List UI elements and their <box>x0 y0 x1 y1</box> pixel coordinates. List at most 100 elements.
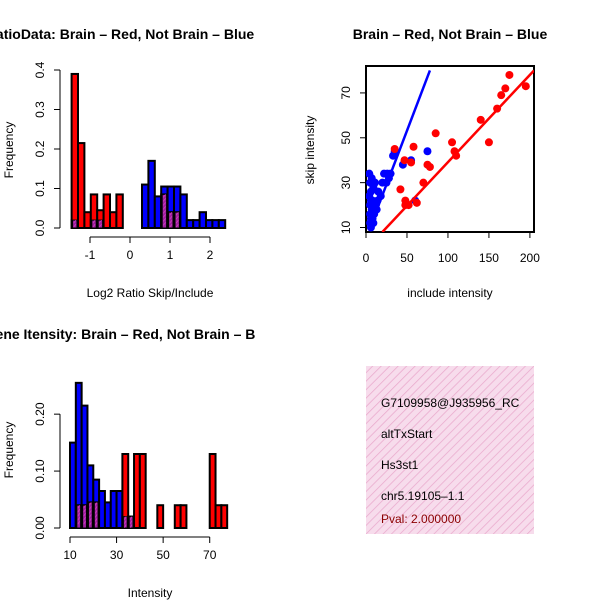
ratio-histogram-title: RatioData: Brain – Red, Not Brain – Blue <box>0 26 254 42</box>
intensity-overlap-hatch <box>129 516 133 520</box>
ratio-overlap-hatch <box>98 223 102 228</box>
ratio-y-tick-label: 0.3 <box>33 101 47 118</box>
intensity-overlap-hatch <box>94 506 98 510</box>
ratio-overlap-hatch <box>92 219 96 224</box>
ratio-bar-overlap <box>161 193 168 229</box>
ratio-overlap-hatch <box>175 211 179 216</box>
fit-line-blue <box>368 70 432 228</box>
intensity-bar-overlap <box>82 504 87 529</box>
scatter-point-red <box>521 82 530 91</box>
intensity-overlap-hatch <box>129 524 133 528</box>
gene-intensity-histogram-panel: Gene Itensity: Brain – Red, Not Brain – … <box>0 326 255 600</box>
scatter-title: Brain – Red, Not Brain – Blue <box>353 26 548 42</box>
scatter-x-tick-label: 100 <box>438 251 458 265</box>
ratio-overlap-hatch <box>169 215 173 220</box>
ratio-overlap-hatch <box>169 211 173 216</box>
ratio-overlap-hatch <box>162 202 166 206</box>
intensity-overlap-hatch <box>77 521 80 525</box>
ratio-overlap-hatch <box>162 222 166 226</box>
ratio-y-tick-label: 0.2 <box>33 140 47 157</box>
ratio-overlap-hatch <box>162 198 166 202</box>
intensity-bar-red <box>208 453 217 529</box>
intensity-overlap-hatch <box>89 514 92 518</box>
intensity-bar-red <box>220 504 229 530</box>
scatter-y-tick-label: 50 <box>339 131 353 145</box>
scatter-point-red <box>431 129 440 138</box>
intensity-y-tick-label: 0.10 <box>33 459 47 483</box>
ratio-x-tick-label: 2 <box>207 248 214 262</box>
scatter-point-blue <box>366 169 374 178</box>
scatter-point-red <box>409 142 418 151</box>
ratio-overlap-hatch <box>73 223 77 228</box>
ratio-x-tick-label: -1 <box>85 248 96 262</box>
intensity-overlap-hatch <box>124 520 127 524</box>
gene-intensity-xlabel: Intensity <box>128 586 173 600</box>
ratio-y-tick-label: 0.0 <box>33 219 47 236</box>
gene-symbol-text: Hs3st1 <box>381 458 419 472</box>
probe-id-text: G7109958@J935956_RC <box>381 396 520 410</box>
scatter-x-tick-label: 50 <box>400 251 414 265</box>
intensity-y-tick-label: 0.00 <box>33 516 47 540</box>
ratio-x-tick-label: 0 <box>127 248 134 262</box>
intensity-scatter-panel: Brain – Red, Not Brain – Blue include in… <box>303 26 547 300</box>
intensity-bar-red <box>138 453 147 529</box>
pval-text: Pval: 2.000000 <box>381 512 461 526</box>
intensity-overlap-hatch <box>77 505 80 509</box>
intensity-overlap-hatch <box>83 517 86 521</box>
intensity-bar-overlap <box>76 504 82 529</box>
scatter-plot-area <box>366 69 534 232</box>
intensity-overlap-hatch <box>94 510 98 514</box>
event-type-text: altTxStart <box>381 427 433 441</box>
scatter-y-tick-label: 70 <box>339 86 353 100</box>
scatter-plot-box <box>365 65 535 233</box>
ratio-overlap-hatch <box>162 194 166 198</box>
scatter-point-red <box>476 115 485 124</box>
intensity-overlap-hatch <box>94 522 98 526</box>
scatter-point-red <box>396 185 405 194</box>
ratio-histogram-panel: RatioData: Brain – Red, Not Brain – Blue… <box>0 26 254 300</box>
scatter-point-red <box>452 151 461 160</box>
scatter-point-red <box>501 84 510 93</box>
scatter-y-tick-label: 10 <box>339 221 353 235</box>
scatter-y-tick-label: 30 <box>339 176 353 190</box>
scatter-point-red <box>505 70 514 79</box>
intensity-x-tick-label: 50 <box>156 548 170 562</box>
intensity-overlap-hatch <box>89 518 92 522</box>
scatter-point-red <box>400 156 409 165</box>
ratio-bar-blue <box>217 219 227 230</box>
intensity-overlap-hatch <box>124 524 127 528</box>
scatter-point-blue <box>366 196 375 205</box>
intensity-overlap-hatch <box>89 522 92 526</box>
intensity-overlap-hatch <box>83 505 86 509</box>
scatter-point-red <box>497 91 506 100</box>
scatter-ylabel: skip intensity <box>303 116 317 185</box>
intensity-overlap-hatch <box>94 502 98 506</box>
intensity-overlap-hatch <box>94 514 98 518</box>
ratio-overlap-hatch <box>175 219 179 224</box>
intensity-y-tick-label: 0.20 <box>33 402 47 426</box>
fit-line-red <box>381 69 534 232</box>
gene-intensity-title: Gene Itensity: Brain – Red, Not Brain – … <box>0 326 255 342</box>
intensity-overlap-hatch <box>94 518 98 522</box>
ratio-bar-red <box>115 193 124 230</box>
ratio-overlap-hatch <box>92 223 96 228</box>
ratio-overlap-hatch <box>169 223 173 228</box>
scatter-x-tick-label: 0 <box>363 251 370 265</box>
ratio-x-tick-label: 1 <box>167 248 174 262</box>
ratio-overlap-hatch <box>175 215 179 220</box>
ratio-overlap-hatch <box>73 219 77 224</box>
location-text: chr5.19105–1.1 <box>381 489 465 503</box>
intensity-overlap-hatch <box>83 509 86 513</box>
gene-info-panel: G7109958@J935956_RC altTxStart Hs3st1 ch… <box>366 366 534 534</box>
scatter-point-red <box>448 138 457 147</box>
ratio-bar-blue <box>147 159 156 230</box>
intensity-overlap-hatch <box>83 513 86 517</box>
ratio-overlap-hatch <box>175 223 179 228</box>
intensity-overlap-hatch <box>124 516 127 520</box>
intensity-bar-red <box>179 504 188 530</box>
gene-intensity-ylabel: Frequency <box>2 422 16 479</box>
scatter-point-red <box>407 158 416 167</box>
scatter-point-red <box>425 162 434 171</box>
ratio-overlap-hatch <box>162 210 166 214</box>
